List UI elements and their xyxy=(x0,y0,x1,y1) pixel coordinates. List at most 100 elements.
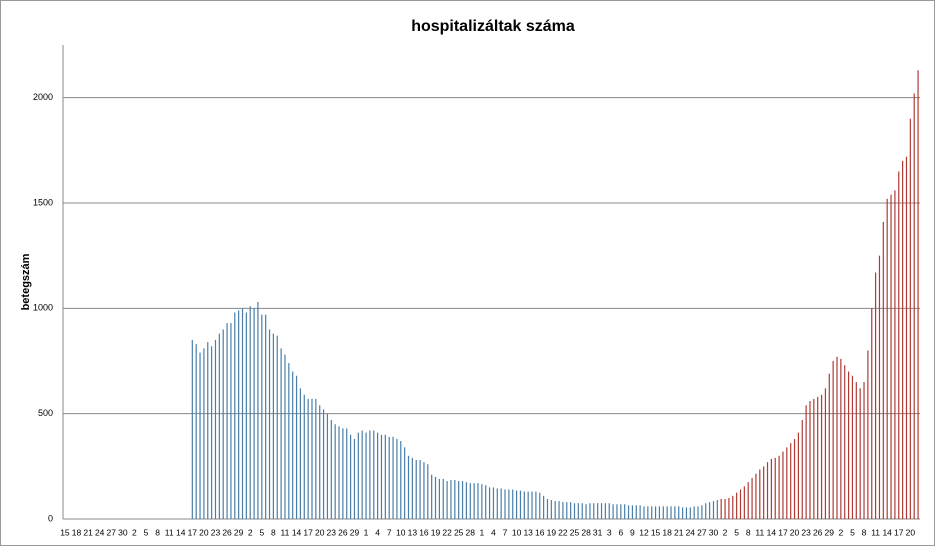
x-tick-label: 12 xyxy=(639,527,649,537)
bar xyxy=(809,401,811,519)
x-tick-label: 11 xyxy=(281,527,290,537)
bar xyxy=(454,480,456,519)
bar xyxy=(844,365,846,519)
bar xyxy=(519,490,522,519)
bar xyxy=(380,434,383,519)
bar xyxy=(458,481,460,519)
bar xyxy=(423,462,425,519)
x-tick-label: 4 xyxy=(491,527,496,537)
bar xyxy=(712,501,715,519)
bar xyxy=(782,451,784,519)
bar xyxy=(643,506,645,519)
bar xyxy=(739,489,742,519)
x-tick-label: 5 xyxy=(144,527,149,537)
x-tick-label: 18 xyxy=(72,527,82,537)
x-tick-label: 2 xyxy=(248,527,253,537)
x-tick-label: 7 xyxy=(503,527,508,537)
bar xyxy=(728,497,730,519)
bar xyxy=(886,198,888,519)
x-tick-label: 4 xyxy=(375,527,380,537)
bar xyxy=(898,171,900,519)
bar xyxy=(855,382,857,519)
bar xyxy=(469,483,471,519)
bar xyxy=(527,491,529,519)
bar xyxy=(604,503,606,519)
bar xyxy=(828,373,830,519)
bar xyxy=(500,488,502,519)
x-tick-label: 14 xyxy=(292,527,302,537)
bar xyxy=(288,363,290,519)
bar xyxy=(624,504,626,519)
bar xyxy=(438,478,440,519)
x-tick-label: 8 xyxy=(271,527,276,537)
bar xyxy=(461,481,464,519)
bar xyxy=(597,503,599,519)
bar xyxy=(315,398,317,519)
bar xyxy=(334,424,336,519)
bar xyxy=(867,350,869,519)
bar xyxy=(222,329,224,519)
x-tick-label: 19 xyxy=(547,527,557,537)
bar xyxy=(477,483,479,519)
bar xyxy=(824,388,827,519)
bar xyxy=(307,398,309,519)
x-tick-label: 7 xyxy=(387,527,392,537)
bar xyxy=(361,430,363,519)
x-tick-label: 1 xyxy=(479,527,484,537)
bar xyxy=(801,419,803,519)
bar xyxy=(442,478,444,519)
bar xyxy=(786,447,788,519)
x-tick-label: 11 xyxy=(755,527,764,537)
bar xyxy=(388,436,390,519)
bar xyxy=(207,342,209,519)
x-tick-label: 26 xyxy=(222,527,232,537)
bar xyxy=(419,460,421,519)
bar xyxy=(863,382,865,519)
x-tick-label: 6 xyxy=(618,527,623,537)
bar xyxy=(492,487,495,519)
bar xyxy=(840,358,842,519)
bar xyxy=(759,469,761,519)
bar xyxy=(311,398,313,519)
x-tick-label: 31 xyxy=(593,527,603,537)
bar xyxy=(349,434,352,519)
x-tick-label: 17 xyxy=(894,527,904,537)
y-tick-label: 1500 xyxy=(33,197,53,207)
bar xyxy=(481,484,483,519)
bar xyxy=(836,356,838,519)
x-tick-label: 2 xyxy=(132,527,137,537)
bar xyxy=(546,498,549,519)
bar xyxy=(724,498,726,519)
bar xyxy=(369,430,371,519)
x-tick-label: 13 xyxy=(523,527,533,537)
bar xyxy=(299,388,302,519)
x-tick-label: 28 xyxy=(581,527,591,537)
x-tick-label: 8 xyxy=(862,527,867,537)
x-tick-label: 15 xyxy=(651,527,661,537)
bar xyxy=(647,506,649,519)
bar xyxy=(666,506,668,519)
x-tick-label: 8 xyxy=(746,527,751,537)
x-tick-label: 30 xyxy=(709,527,719,537)
bar xyxy=(635,505,637,519)
bar xyxy=(268,329,271,519)
bar xyxy=(878,255,881,519)
bar xyxy=(373,430,375,519)
bar xyxy=(678,506,680,519)
bar xyxy=(257,302,259,519)
bar xyxy=(539,492,541,519)
bar xyxy=(697,506,699,519)
bar xyxy=(431,474,433,519)
x-tick-label: 18 xyxy=(662,527,672,537)
bar xyxy=(218,333,220,519)
bar xyxy=(214,339,217,519)
bar xyxy=(685,507,688,519)
bar xyxy=(377,432,379,519)
bar xyxy=(199,352,201,519)
bar xyxy=(450,480,452,519)
x-tick-label: 19 xyxy=(431,527,441,537)
bar xyxy=(396,438,398,519)
y-axis-label: betegszám xyxy=(20,253,32,310)
x-tick-label: 20 xyxy=(790,527,800,537)
